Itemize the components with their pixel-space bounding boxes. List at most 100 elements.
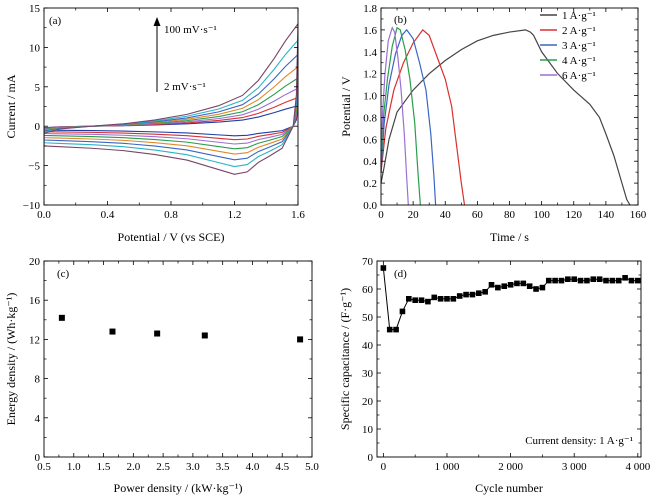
y-tick-label: 1.8 [363,3,377,15]
x-tick-label: 0 [381,461,387,473]
y-axis-label: Energy density / (Wh·kg⁻¹) [4,293,18,426]
panel-b: 0 20 40 60 80 100 120 140 160 0.0 0.2 0.4 0.6 0.8 1.0 1… [339,3,647,244]
scan-rate-arrowhead [153,17,161,26]
x-tick-label: 80 [504,209,516,221]
data-point-9 [437,296,444,302]
y-tick-label: 30 [362,368,374,380]
data-point-22 [520,280,527,287]
data-point-40 [635,277,641,284]
legend-label-4: 6 A·g⁻¹ [562,70,596,82]
data-point-19 [501,283,508,289]
data-point-2 [393,326,399,333]
current-density-annotation: Current density: 1 A·g⁻¹ [525,435,633,447]
annotation-bottom: 2 mV·s⁻¹ [164,81,206,93]
data-point-14 [469,291,476,298]
y-tick-label: −10 [23,200,41,212]
panel-label: (b) [394,14,407,26]
data-point-8 [431,294,438,301]
data-point-0 [380,265,387,271]
panel-a: 0.0 0.4 0.8 1.2 1.6 −10 −5 0 5 10 15 (a) 100 mV·s⁻¹ 2… [4,3,305,244]
x-tick-label: 1.5 [97,461,111,473]
data-point-13 [463,291,469,298]
data-point-6 [418,297,425,303]
x-tick-label: 160 [630,209,647,221]
x-tick-label: 0.8 [164,209,178,221]
data-point-35 [603,277,609,284]
y-tick-label: 5 [35,82,41,94]
data-point-5 [412,297,418,303]
data-point-11 [450,296,457,302]
y-axis-label: Current / mA [4,74,18,138]
x-tick-label: 2.5 [156,461,170,473]
y-tick-label: 4 [35,413,41,425]
y-tick-label: 15 [29,3,41,15]
x-tick-label: 40 [440,209,452,221]
y-tick-label: 0.0 [363,200,377,212]
y-axis-label: Specific capacitance / (F·g⁻¹) [338,288,352,430]
data-point-29 [565,276,571,282]
y-tick-label: 0 [35,121,41,133]
x-tick-label: 3 000 [562,461,587,473]
x-tick-label: 1.0 [67,461,81,473]
data-point-26 [545,277,552,284]
y-tick-label: 12 [29,334,40,346]
panel-label: (c) [57,268,70,280]
y-tick-label: −5 [28,161,40,173]
data-point-4 [406,296,412,302]
y-tick-label: 20 [29,256,41,268]
legend-label-2: 3 A·g⁻¹ [562,40,596,52]
y-tick-label: 0.8 [363,112,377,124]
gcd-curve-3 [380,26,421,206]
x-tick-label: 1.2 [228,209,242,221]
data-point-24 [533,286,539,292]
y-tick-label: 1.6 [363,25,377,37]
x-tick-label: 3.5 [216,461,230,473]
data-point-0 [58,314,65,321]
y-tick-label: 0.4 [363,156,377,168]
x-tick-label: 4.5 [275,461,289,473]
x-tick-label: 2 000 [498,461,523,473]
panel-d: 0 1 000 2 000 3 000 4 000 0 10 20 30 40 50 60 70 (d) C… [338,256,651,495]
x-tick-label: 100 [533,209,550,221]
gcd-curve-0 [380,29,631,206]
x-tick-label: 0.5 [37,461,51,473]
plot-frame [43,7,299,206]
x-axis-label: Time / s [490,230,529,244]
legend-label-3: 4 A·g⁻¹ [562,55,596,67]
panel-label: (a) [49,15,62,27]
x-tick-label: 5.0 [305,461,319,473]
data-point-28 [558,277,565,284]
y-axis-label: Potential / V [339,76,353,137]
y-tick-label: 20 [362,396,374,408]
data-point-3 [201,332,208,339]
data-point-7 [425,298,431,305]
x-tick-label: 0.4 [101,209,115,221]
y-tick-label: 1.0 [363,91,377,103]
x-axis-label: Cycle number [475,481,543,495]
x-axis-label: Potential / V (vs SCE) [118,230,225,244]
x-tick-label: 2.0 [126,461,140,473]
x-tick-label: 60 [472,209,484,221]
data-point-38 [622,275,628,281]
data-point-1 [109,328,116,335]
y-tick-label: 16 [29,295,41,307]
cv-curve-7 [44,22,298,175]
x-tick-label: 4.0 [246,461,260,473]
y-tick-label: 70 [362,256,374,268]
gcd-curve-4 [380,26,409,206]
data-point-37 [615,277,622,284]
data-point-20 [507,282,514,288]
data-point-27 [552,277,558,284]
x-tick-label: 0 [378,209,384,221]
data-point-4 [297,336,304,343]
x-tick-label: 0.0 [37,209,51,221]
data-point-16 [482,289,488,295]
legend-label-0: 1 A·g⁻¹ [562,10,596,22]
y-tick-label: 1.2 [363,69,377,81]
plot-frame [43,260,313,458]
annotation-top: 100 mV·s⁻¹ [164,24,217,36]
x-tick-label: 140 [598,209,615,221]
data-point-32 [584,277,590,284]
x-tick-label: 20 [408,209,420,221]
gcd-curve-1 [380,29,466,206]
